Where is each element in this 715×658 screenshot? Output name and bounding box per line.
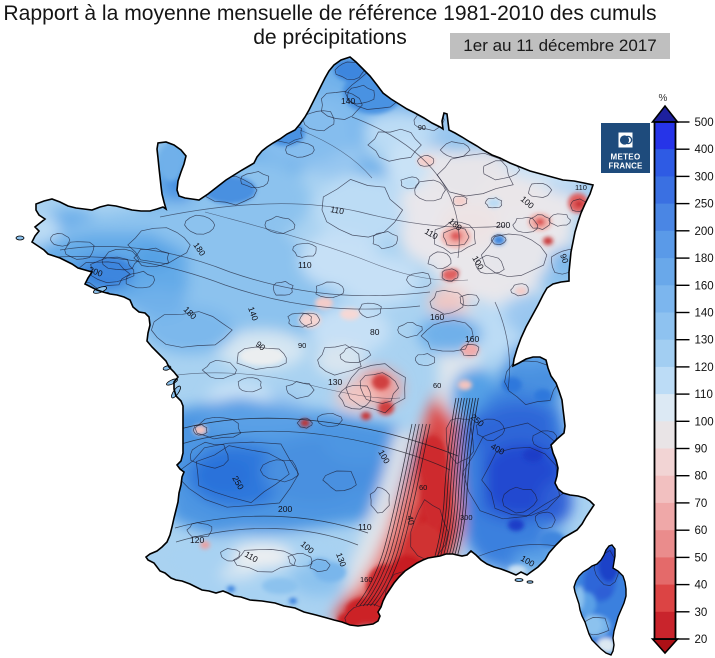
svg-text:500: 500: [695, 117, 714, 129]
svg-text:90: 90: [418, 125, 426, 132]
svg-text:110: 110: [575, 183, 587, 192]
svg-text:80: 80: [695, 471, 708, 483]
svg-text:110: 110: [695, 389, 713, 401]
svg-text:130: 130: [328, 377, 342, 387]
svg-text:50: 50: [695, 552, 708, 564]
svg-text:70: 70: [695, 498, 708, 510]
svg-text:300: 300: [695, 171, 714, 183]
svg-text:160: 160: [465, 334, 479, 344]
svg-text:90: 90: [695, 444, 708, 456]
svg-text:180: 180: [695, 253, 714, 265]
svg-text:140: 140: [130, 314, 144, 324]
svg-text:20: 20: [695, 634, 708, 646]
svg-text:200: 200: [695, 226, 714, 238]
svg-text:250: 250: [695, 199, 714, 211]
svg-text:90: 90: [298, 341, 306, 350]
svg-text:160: 160: [360, 575, 373, 584]
svg-text:110: 110: [298, 260, 312, 270]
svg-text:140: 140: [695, 308, 714, 320]
svg-text:300: 300: [460, 513, 473, 522]
svg-text:40: 40: [695, 580, 708, 592]
svg-text:40: 40: [405, 515, 417, 526]
svg-text:METEO: METEO: [611, 153, 641, 162]
svg-text:200: 200: [87, 264, 104, 278]
svg-text:80: 80: [370, 327, 380, 337]
svg-text:140: 140: [275, 90, 289, 100]
svg-text:110: 110: [330, 204, 345, 216]
svg-text:100: 100: [695, 416, 714, 428]
svg-text:400: 400: [695, 144, 714, 156]
svg-text:110: 110: [358, 522, 372, 532]
svg-text:200: 200: [278, 504, 292, 514]
svg-text:60: 60: [433, 381, 441, 390]
svg-text:120: 120: [190, 535, 204, 545]
svg-text:160: 160: [695, 280, 714, 292]
svg-text:200: 200: [496, 220, 510, 230]
svg-text:90: 90: [558, 252, 571, 265]
svg-text:%: %: [659, 93, 668, 104]
svg-text:130: 130: [334, 551, 348, 568]
svg-text:FRANCE: FRANCE: [609, 162, 643, 171]
svg-text:160: 160: [430, 312, 444, 322]
svg-text:60: 60: [695, 525, 708, 537]
svg-text:140: 140: [246, 305, 260, 322]
svg-text:60: 60: [419, 483, 427, 492]
svg-text:140: 140: [341, 96, 355, 106]
svg-text:130: 130: [695, 335, 714, 347]
svg-text:120: 120: [695, 362, 714, 374]
svg-text:30: 30: [695, 607, 708, 619]
